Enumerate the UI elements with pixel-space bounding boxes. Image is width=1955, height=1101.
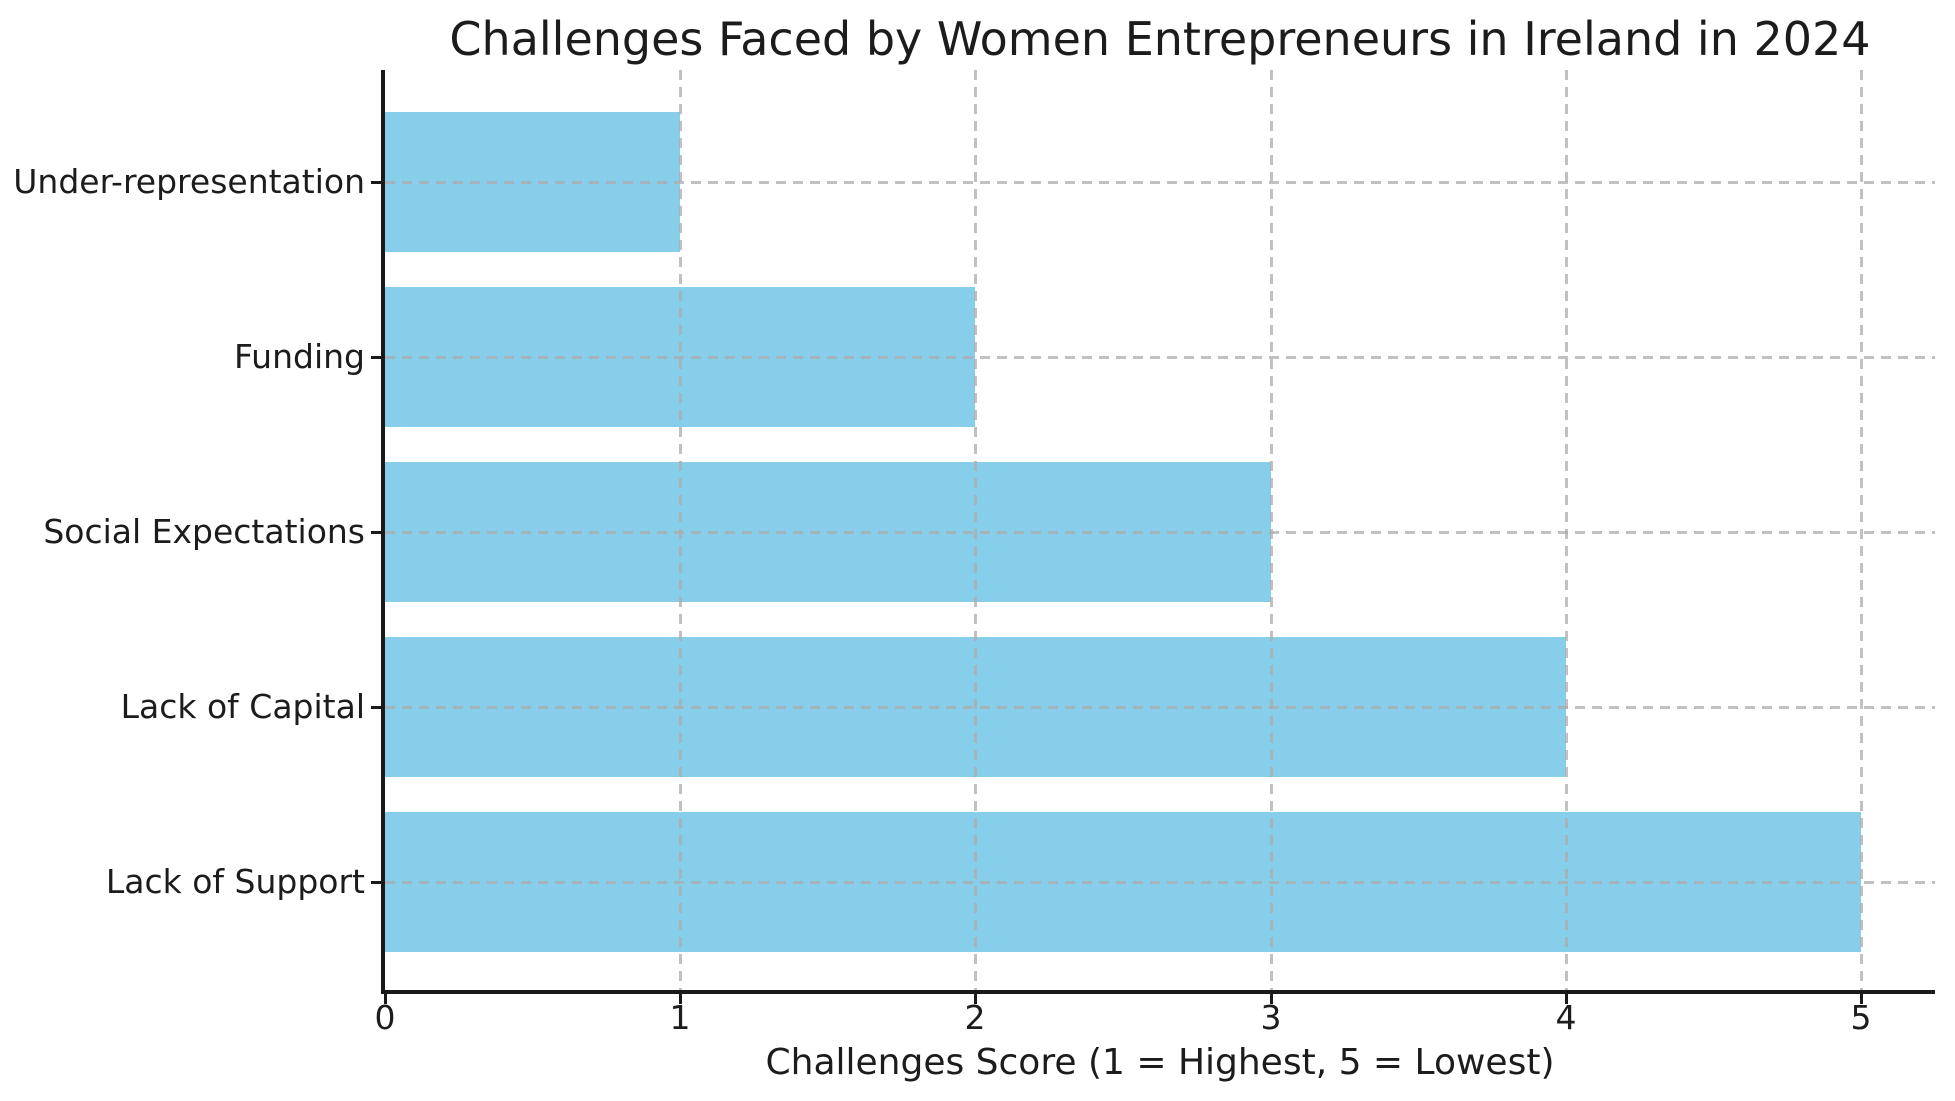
gridline-horizontal	[385, 181, 1935, 184]
y-category-label: Under-representation	[13, 162, 365, 201]
x-tick-mark	[384, 994, 387, 1004]
gridline-vertical	[1565, 70, 1568, 990]
gridline-vertical	[1860, 70, 1863, 990]
gridline-vertical	[679, 70, 682, 990]
x-axis-spine	[381, 990, 1935, 994]
y-category-label: Lack of Capital	[120, 687, 365, 726]
x-tick-mark	[679, 994, 682, 1004]
x-tick-mark	[974, 994, 977, 1004]
x-tick-label: 1	[669, 998, 691, 1037]
y-tick-mark	[371, 181, 381, 184]
x-tick-mark	[1565, 994, 1568, 1004]
y-tick-mark	[371, 531, 381, 534]
y-axis-spine	[381, 70, 385, 994]
plot-area	[385, 70, 1935, 990]
x-tick-label: 3	[1260, 998, 1282, 1037]
gridline-horizontal	[385, 881, 1935, 884]
x-tick-label: 5	[1850, 998, 1872, 1037]
y-tick-mark	[371, 706, 381, 709]
x-tick-mark	[1270, 994, 1273, 1004]
x-tick-label: 0	[374, 998, 396, 1037]
y-category-label: Social Expectations	[43, 512, 365, 551]
chart-title: Challenges Faced by Women Entrepreneurs …	[449, 12, 1871, 66]
gridline-horizontal	[385, 356, 1935, 359]
y-category-label: Lack of Support	[105, 862, 365, 901]
gridline-vertical	[1270, 70, 1273, 990]
x-tick-label: 4	[1555, 998, 1577, 1037]
y-tick-mark	[371, 881, 381, 884]
gridline-horizontal	[385, 531, 1935, 534]
y-tick-mark	[371, 356, 381, 359]
x-tick-mark	[1860, 994, 1863, 1004]
gridline-vertical	[974, 70, 977, 990]
y-category-label: Funding	[234, 337, 365, 376]
gridline-horizontal	[385, 706, 1935, 709]
x-tick-label: 2	[964, 998, 986, 1037]
x-axis-label: Challenges Score (1 = Highest, 5 = Lowes…	[765, 1042, 1555, 1083]
